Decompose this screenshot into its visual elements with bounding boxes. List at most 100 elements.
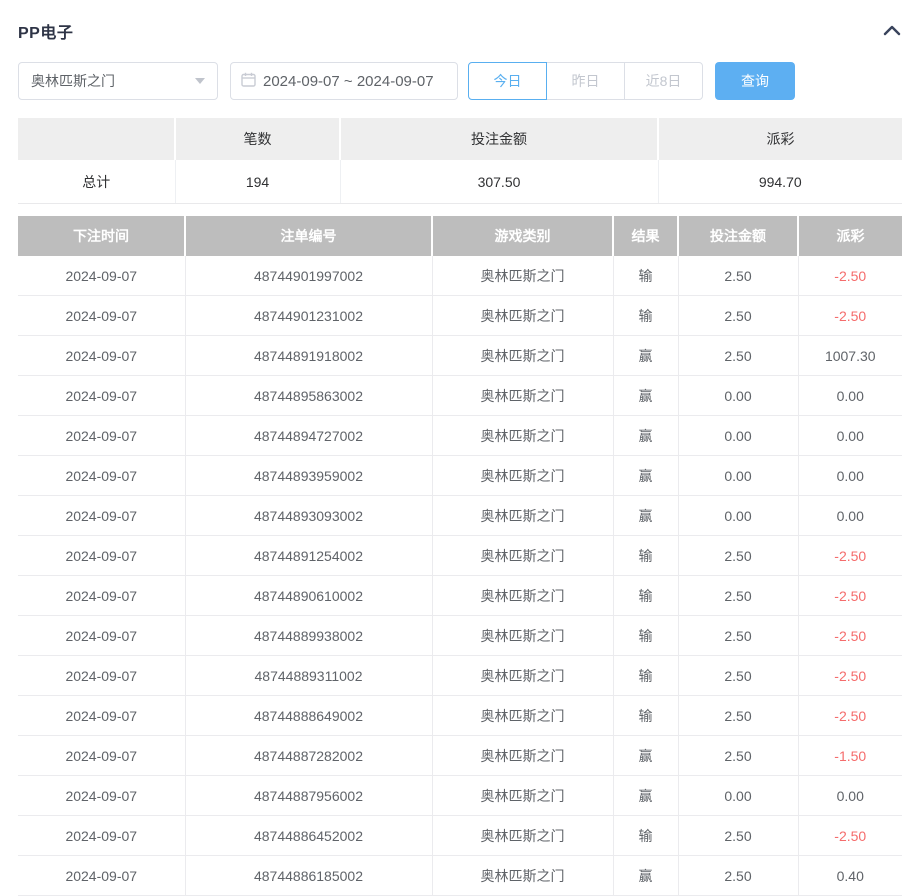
cell-bet-time: 2024-09-07 [18, 455, 185, 496]
table-row: 2024-09-07 48744888649002 奥林匹斯之门 输 2.50 … [18, 695, 902, 736]
cell-game-type: 奥林匹斯之门 [431, 415, 613, 456]
cell-result: 赢 [612, 335, 678, 376]
summary-header-payout: 派彩 [657, 118, 902, 160]
date-range-input[interactable]: 2024-09-07 ~ 2024-09-07 [230, 62, 458, 100]
cell-bet-id: 48744889311002 [184, 655, 432, 696]
cell-result: 赢 [612, 735, 678, 776]
page-title: PP电子 [18, 25, 74, 42]
cell-bet-time: 2024-09-07 [18, 735, 185, 776]
bet-table: 下注时间 注单编号 游戏类别 结果 投注金额 派彩 2024-09-07 487… [18, 216, 902, 896]
cell-bet-id: 48744890610002 [184, 575, 432, 616]
cell-game-type: 奥林匹斯之门 [431, 695, 613, 736]
header-payout: 派彩 [797, 216, 902, 256]
game-select[interactable]: 奥林匹斯之门 [18, 62, 218, 100]
cell-payout: 0.00 [797, 455, 902, 496]
cell-bet-time: 2024-09-07 [18, 415, 185, 456]
header-bet-amount: 投注金额 [677, 216, 798, 256]
header-result: 结果 [612, 216, 678, 256]
table-row: 2024-09-07 48744887956002 奥林匹斯之门 赢 0.00 … [18, 775, 902, 816]
cell-result: 赢 [612, 495, 678, 536]
table-row: 2024-09-07 48744889938002 奥林匹斯之门 输 2.50 … [18, 615, 902, 656]
summary-total-payout: 994.70 [657, 160, 902, 204]
cell-game-type: 奥林匹斯之门 [431, 535, 613, 576]
table-row: 2024-09-07 48744893093002 奥林匹斯之门 赢 0.00 … [18, 495, 902, 536]
cell-payout: 0.40 [797, 855, 902, 896]
chevron-up-icon [883, 24, 901, 39]
summary-total-label: 总计 [18, 160, 175, 204]
cell-bet-amount: 0.00 [677, 495, 798, 536]
cell-game-type: 奥林匹斯之门 [431, 775, 613, 816]
cell-bet-id: 48744893959002 [184, 455, 432, 496]
collapse-button[interactable] [882, 21, 902, 41]
cell-bet-id: 48744893093002 [184, 495, 432, 536]
date-range-value: 2024-09-07 ~ 2024-09-07 [263, 72, 434, 90]
summary-total-row: 总计 194 307.50 994.70 [18, 160, 902, 204]
table-row: 2024-09-07 48744901997002 奥林匹斯之门 输 2.50 … [18, 256, 902, 296]
summary-header-bet-amount: 投注金额 [339, 118, 658, 160]
cell-result: 赢 [612, 455, 678, 496]
cell-result: 输 [612, 295, 678, 336]
cell-bet-time: 2024-09-07 [18, 855, 185, 896]
cell-result: 输 [612, 575, 678, 616]
last-8-days-button[interactable]: 近8日 [624, 62, 703, 100]
cell-payout: 0.00 [797, 415, 902, 456]
cell-bet-id: 48744887282002 [184, 735, 432, 776]
yesterday-button[interactable]: 昨日 [546, 62, 625, 100]
cell-bet-amount: 2.50 [677, 695, 798, 736]
summary-total-bet-amount: 307.50 [339, 160, 658, 204]
cell-bet-amount: 2.50 [677, 295, 798, 336]
cell-payout: 0.00 [797, 775, 902, 816]
cell-game-type: 奥林匹斯之门 [431, 855, 613, 896]
cell-payout: -2.50 [797, 655, 902, 696]
cell-bet-time: 2024-09-07 [18, 335, 185, 376]
cell-bet-amount: 2.50 [677, 735, 798, 776]
cell-payout: 0.00 [797, 375, 902, 416]
cell-result: 赢 [612, 855, 678, 896]
cell-payout: -2.50 [797, 295, 902, 336]
cell-game-type: 奥林匹斯之门 [431, 335, 613, 376]
bet-table-header-row: 下注时间 注单编号 游戏类别 结果 投注金额 派彩 [18, 216, 902, 256]
cell-result: 输 [612, 615, 678, 656]
filter-bar: 奥林匹斯之门 2024-09-07 ~ 2024-09-07 今日 昨日 近8日… [18, 62, 902, 100]
cell-bet-time: 2024-09-07 [18, 655, 185, 696]
cell-game-type: 奥林匹斯之门 [431, 495, 613, 536]
table-row: 2024-09-07 48744891918002 奥林匹斯之门 赢 2.50 … [18, 335, 902, 376]
calendar-icon [241, 72, 263, 91]
cell-payout: -2.50 [797, 535, 902, 576]
cell-bet-time: 2024-09-07 [18, 775, 185, 816]
cell-bet-amount: 0.00 [677, 415, 798, 456]
cell-bet-id: 48744891254002 [184, 535, 432, 576]
cell-bet-id: 48744888649002 [184, 695, 432, 736]
summary-table: 笔数 投注金额 派彩 总计 194 307.50 994.70 [18, 118, 902, 204]
cell-payout: -2.50 [797, 615, 902, 656]
cell-bet-id: 48744901231002 [184, 295, 432, 336]
cell-bet-amount: 2.50 [677, 335, 798, 376]
cell-payout: 1007.30 [797, 335, 902, 376]
cell-payout: -2.50 [797, 256, 902, 296]
header-bet-id: 注单编号 [184, 216, 432, 256]
cell-bet-time: 2024-09-07 [18, 695, 185, 736]
cell-bet-time: 2024-09-07 [18, 495, 185, 536]
caret-down-icon [195, 78, 205, 84]
panel-header: PP电子 [18, 0, 902, 42]
cell-bet-amount: 0.00 [677, 775, 798, 816]
table-row: 2024-09-07 48744886185002 奥林匹斯之门 赢 2.50 … [18, 855, 902, 896]
cell-result: 赢 [612, 415, 678, 456]
bet-table-body: 2024-09-07 48744901997002 奥林匹斯之门 输 2.50 … [18, 256, 902, 896]
cell-bet-id: 48744886185002 [184, 855, 432, 896]
cell-bet-amount: 2.50 [677, 535, 798, 576]
cell-bet-amount: 2.50 [677, 655, 798, 696]
cell-bet-amount: 2.50 [677, 855, 798, 896]
search-button[interactable]: 查询 [715, 62, 795, 100]
cell-bet-time: 2024-09-07 [18, 256, 185, 296]
cell-payout: -1.50 [797, 735, 902, 776]
today-button[interactable]: 今日 [468, 62, 547, 100]
table-row: 2024-09-07 48744891254002 奥林匹斯之门 输 2.50 … [18, 535, 902, 576]
table-row: 2024-09-07 48744887282002 奥林匹斯之门 赢 2.50 … [18, 735, 902, 776]
cell-bet-id: 48744895863002 [184, 375, 432, 416]
table-row: 2024-09-07 48744890610002 奥林匹斯之门 输 2.50 … [18, 575, 902, 616]
summary-header-count: 笔数 [174, 118, 340, 160]
table-row: 2024-09-07 48744889311002 奥林匹斯之门 输 2.50 … [18, 655, 902, 696]
cell-game-type: 奥林匹斯之门 [431, 655, 613, 696]
cell-bet-time: 2024-09-07 [18, 615, 185, 656]
